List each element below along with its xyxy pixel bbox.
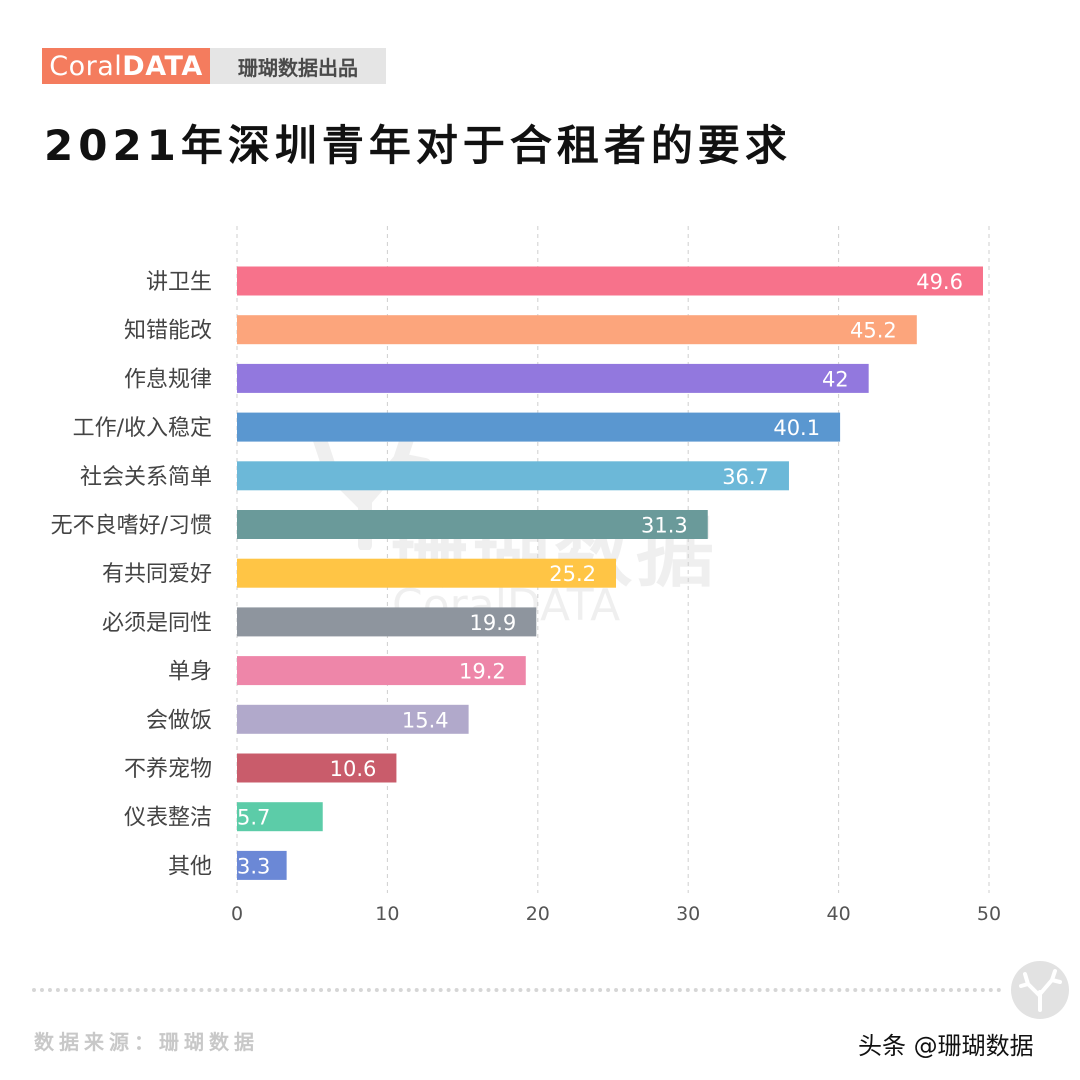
category-label: 会做饭 [146, 708, 212, 733]
bar [237, 850, 287, 880]
category-label: 其他 [168, 854, 212, 879]
x-tick-label: 40 [827, 903, 851, 925]
coraldata-logo: Coral DATA [42, 48, 210, 84]
x-tick-label: 30 [676, 903, 700, 925]
value-label: 25.2 [549, 562, 596, 586]
category-label: 仪表整洁 [124, 806, 212, 831]
x-tick-label: 0 [231, 903, 243, 925]
category-label: 有共同爱好 [102, 562, 212, 587]
x-tick-label: 10 [375, 903, 399, 925]
category-label: 讲卫生 [146, 270, 212, 295]
credit-text: 头条 @珊瑚数据 [858, 1032, 1034, 1060]
bar [237, 510, 708, 539]
category-label: 必须是同性 [102, 611, 212, 636]
value-label: 19.9 [470, 611, 517, 635]
footer-divider [32, 988, 1002, 992]
data-source: 数据来源：珊瑚数据 [34, 1030, 259, 1054]
category-label: 无不良嗜好/习惯 [51, 514, 212, 539]
category-label: 不养宠物 [124, 757, 212, 782]
category-label: 作息规律 [124, 367, 212, 392]
value-label: 40.1 [773, 416, 820, 440]
bar [237, 607, 537, 637]
bar [237, 412, 841, 442]
logo-text-data: DATA [122, 50, 203, 82]
bar [237, 461, 789, 491]
bar [237, 656, 526, 686]
bar [237, 802, 323, 832]
bar [237, 704, 469, 734]
value-label: 3.3 [237, 854, 270, 878]
value-label: 49.6 [916, 270, 963, 294]
bar-chart: 0 10 20 30 40 50 讲卫生 49.6 知错能改 45.2 作息规律 42 工作/收入稳定 4… [51, 226, 1001, 925]
category-label: 知错能改 [124, 319, 212, 344]
x-tick-label: 20 [526, 903, 550, 925]
value-label: 5.7 [237, 806, 270, 830]
bar [237, 266, 983, 296]
chart-title: 2021年深圳青年对于合租者的要求 [44, 121, 792, 170]
category-label: 社会关系简单 [80, 465, 212, 490]
category-label: 单身 [168, 660, 212, 685]
value-label: 42 [822, 367, 849, 391]
value-label: 19.2 [459, 660, 506, 684]
bar [237, 363, 869, 393]
bar [237, 315, 917, 345]
brand-badge: Coral DATA 珊瑚数据出品 [42, 48, 386, 84]
value-label: 36.7 [722, 465, 769, 489]
coral-icon [1011, 961, 1069, 1019]
bar [237, 558, 617, 588]
value-label: 10.6 [330, 757, 377, 781]
bar [237, 753, 397, 783]
brand-tagline: 珊瑚数据出品 [210, 48, 386, 84]
value-label: 15.4 [402, 708, 449, 732]
x-tick-label: 50 [977, 903, 1001, 925]
value-label: 45.2 [850, 319, 897, 343]
category-label: 工作/收入稳定 [73, 416, 212, 441]
logo-text-coral: Coral [49, 50, 123, 82]
value-label: 31.3 [641, 514, 688, 538]
